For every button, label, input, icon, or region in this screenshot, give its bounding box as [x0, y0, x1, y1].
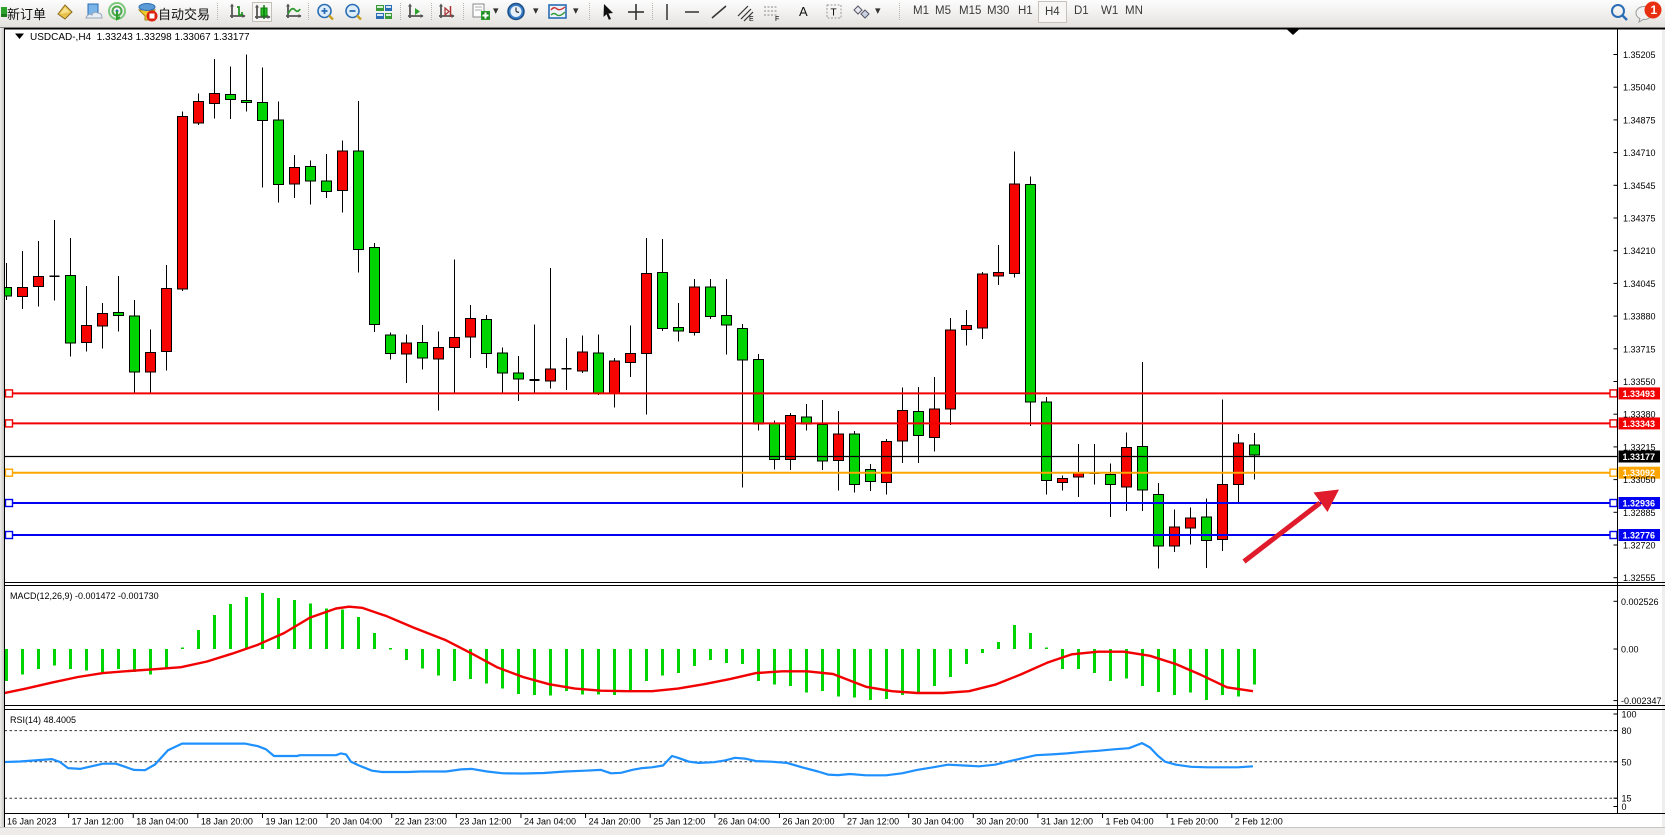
svg-text:17 Jan 12:00: 17 Jan 12:00: [72, 817, 124, 827]
svg-text:30 Jan 20:00: 30 Jan 20:00: [976, 817, 1028, 827]
svg-text:18 Jan 20:00: 18 Jan 20:00: [201, 817, 253, 827]
svg-text:1.34875: 1.34875: [1623, 115, 1656, 125]
svg-text:15: 15: [1622, 794, 1632, 804]
svg-text:20 Jan 04:00: 20 Jan 04:00: [330, 817, 382, 827]
svg-text:1.32776: 1.32776: [1623, 531, 1656, 541]
svg-text:22 Jan 23:00: 22 Jan 23:00: [395, 817, 447, 827]
svg-text:0.00: 0.00: [1621, 645, 1639, 655]
svg-text:1.33715: 1.33715: [1623, 344, 1656, 354]
svg-text:1.33343: 1.33343: [1623, 419, 1656, 429]
svg-text:26 Jan 04:00: 26 Jan 04:00: [718, 817, 770, 827]
svg-text:30 Jan 04:00: 30 Jan 04:00: [912, 817, 964, 827]
svg-text:1.34210: 1.34210: [1623, 246, 1656, 256]
svg-text:1.34045: 1.34045: [1623, 279, 1656, 289]
svg-text:18 Jan 04:00: 18 Jan 04:00: [136, 817, 188, 827]
svg-text:1.33493: 1.33493: [1623, 389, 1656, 399]
svg-text:100: 100: [1622, 710, 1637, 720]
svg-text:23 Jan 12:00: 23 Jan 12:00: [459, 817, 511, 827]
svg-text:19 Jan 12:00: 19 Jan 12:00: [265, 817, 317, 827]
svg-text:1.33380: 1.33380: [1623, 410, 1656, 420]
svg-text:1.35205: 1.35205: [1623, 50, 1656, 60]
svg-text:USDCAD-,H4 1.33243 1.33298 1.: USDCAD-,H4 1.33243 1.33298 1.33067 1.331…: [30, 32, 250, 43]
svg-text:1.33215: 1.33215: [1623, 442, 1656, 452]
svg-text:0: 0: [1622, 802, 1627, 812]
svg-text:1 Feb 20:00: 1 Feb 20:00: [1170, 817, 1218, 827]
svg-text:1.33092: 1.33092: [1623, 468, 1656, 478]
svg-text:1.33880: 1.33880: [1623, 312, 1656, 322]
svg-text:E: E: [749, 16, 754, 22]
svg-text:24 Jan 04:00: 24 Jan 04:00: [524, 817, 576, 827]
svg-text:1.34545: 1.34545: [1623, 181, 1656, 191]
svg-text:1.33177: 1.33177: [1623, 452, 1656, 462]
svg-text:MACD(12,26,9) -0.001472 -0.001: MACD(12,26,9) -0.001472 -0.001730: [10, 591, 159, 601]
svg-text:1.34375: 1.34375: [1623, 214, 1656, 224]
svg-text:1.34710: 1.34710: [1623, 148, 1656, 158]
svg-text:1.32555: 1.32555: [1623, 573, 1656, 583]
svg-text:80: 80: [1622, 726, 1632, 736]
svg-text:1.35040: 1.35040: [1623, 83, 1656, 93]
svg-text:T: T: [831, 8, 837, 19]
svg-text:26 Jan 20:00: 26 Jan 20:00: [782, 817, 834, 827]
svg-text:1.32720: 1.32720: [1623, 541, 1656, 551]
svg-text:1 Feb 04:00: 1 Feb 04:00: [1106, 817, 1154, 827]
svg-text:-0.002347: -0.002347: [1621, 696, 1662, 706]
svg-text:27 Jan 12:00: 27 Jan 12:00: [847, 817, 899, 827]
svg-text:1.33050: 1.33050: [1623, 475, 1656, 485]
svg-text:1.32936: 1.32936: [1623, 499, 1656, 509]
svg-text:1.32885: 1.32885: [1623, 508, 1656, 518]
svg-text:25 Jan 12:00: 25 Jan 12:00: [653, 817, 705, 827]
svg-text:2 Feb 12:00: 2 Feb 12:00: [1235, 817, 1283, 827]
svg-text:16 Jan 2023: 16 Jan 2023: [7, 817, 57, 827]
svg-text:1: 1: [1651, 3, 1658, 17]
svg-text:F: F: [775, 16, 779, 22]
svg-text:1.33550: 1.33550: [1623, 377, 1656, 387]
svg-text:RSI(14) 48.4005: RSI(14) 48.4005: [10, 715, 76, 725]
svg-text:24 Jan 20:00: 24 Jan 20:00: [589, 817, 641, 827]
svg-text:0.002526: 0.002526: [1621, 597, 1659, 607]
svg-text:50: 50: [1622, 757, 1632, 767]
svg-text:31 Jan 12:00: 31 Jan 12:00: [1041, 817, 1093, 827]
